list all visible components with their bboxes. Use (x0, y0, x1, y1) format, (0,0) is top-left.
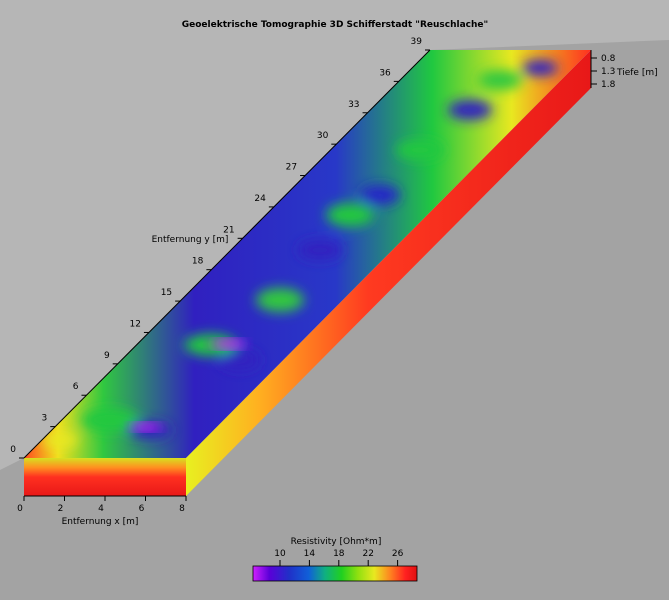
block-top-face (24, 50, 591, 458)
y-tick-label: 24 (254, 194, 266, 204)
colorbar-tick-label: 18 (333, 549, 345, 559)
colorbar-tick-label: 10 (274, 549, 286, 559)
y-tick-label: 33 (348, 100, 359, 110)
x-axis-label: Entfernung x [m] (62, 517, 139, 527)
y-axis-line (23, 49, 431, 459)
y-tick-label: 30 (317, 131, 329, 141)
block-front-face (24, 458, 186, 496)
colorbar-tick-label: 14 (304, 549, 316, 559)
y-tick-label: 36 (379, 68, 391, 78)
low-resistivity-anomaly (210, 339, 246, 349)
x-tick-label: 8 (179, 504, 185, 514)
colorbar-tick-label: 22 (362, 549, 373, 559)
y-tick-label: 21 (223, 225, 234, 235)
y-axis-label: Entfernung y [m] (152, 235, 229, 245)
x-tick-label: 2 (58, 504, 64, 514)
z-tick-label: 1.3 (601, 67, 615, 77)
colorbar-title: Resistivity [Ohm*m] (291, 537, 382, 547)
colorbar (252, 565, 418, 582)
y-tick-label: 0 (10, 445, 16, 455)
low-resistivity-anomaly (130, 423, 162, 431)
block-side-face (186, 50, 591, 496)
y-tick-label: 15 (161, 288, 172, 298)
z-axis-label: Tiefe [m] (616, 68, 658, 78)
x-tick-label: 4 (98, 504, 104, 514)
z-tick-label: 1.8 (601, 80, 616, 90)
y-tick-label: 12 (129, 319, 140, 329)
figure-title: Geoelektrische Tomographie 3D Schifferst… (182, 20, 488, 30)
x-tick-label: 0 (17, 504, 23, 514)
y-tick-label: 27 (286, 163, 297, 173)
y-tick-label: 3 (41, 414, 47, 424)
background-upper-plane (0, 0, 669, 470)
z-tick-label: 0.8 (601, 54, 616, 64)
colorbar-tick-label: 26 (392, 549, 404, 559)
colorbar-ticks: 10 14 18 22 26 (274, 549, 404, 566)
y-tick-label: 9 (104, 351, 110, 361)
y-tick-label: 39 (411, 37, 423, 47)
x-tick-label: 6 (139, 504, 145, 514)
y-tick-label: 18 (192, 257, 204, 267)
y-tick-label: 6 (73, 382, 79, 392)
